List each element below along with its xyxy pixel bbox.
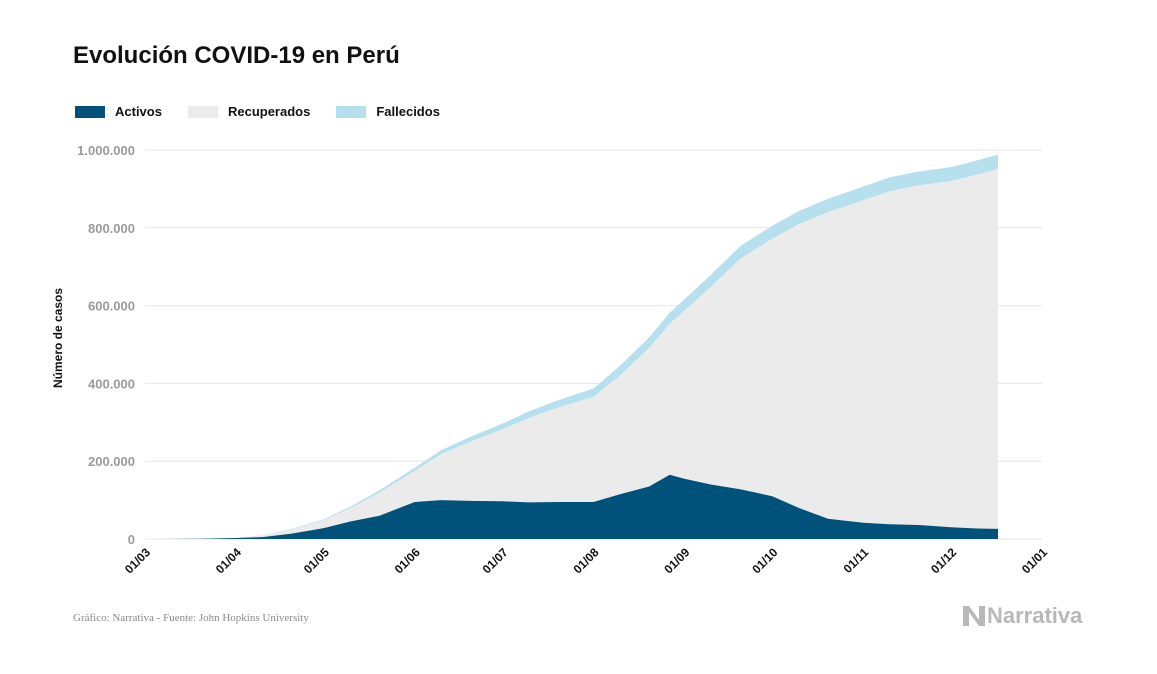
y-tick-label: 0	[128, 532, 135, 547]
legend-item-activos: Activos	[75, 104, 162, 119]
y-tick-label: 800.000	[88, 221, 135, 236]
x-tick-label: 01/08	[570, 545, 601, 576]
brand-logo: Narrativa	[963, 603, 1082, 629]
x-tick-label: 01/07	[480, 545, 511, 576]
y-axis-ticks: 0 200.000 400.000 600.000 800.000 1.000.000	[77, 143, 135, 547]
brand-name: Narrativa	[987, 603, 1083, 628]
x-tick-label: 01/10	[749, 545, 780, 576]
x-axis-ticks: 01/03 01/04 01/05 01/06 01/07 01/08 01/09 01/10…	[122, 545, 1050, 576]
x-tick-label: 01/09	[661, 545, 692, 576]
legend: Activos Recuperados Fallecidos	[75, 104, 466, 119]
y-tick-label: 600.000	[88, 299, 135, 314]
legend-label-recuperados: Recuperados	[227, 104, 311, 119]
legend-item-recuperados: Recuperados	[187, 104, 311, 119]
x-tick-label: 01/04	[213, 545, 244, 576]
legend-label-activos: Activos	[115, 104, 162, 119]
narrativa-logo-icon	[963, 606, 985, 626]
x-tick-label: 01/11	[841, 545, 872, 576]
source-note: Gráfico: Narrativa - Fuente: John Hopkin…	[73, 612, 309, 624]
legend-swatch-activos	[75, 105, 105, 118]
legend-label-fallecidos: Fallecidos	[376, 104, 440, 119]
legend-swatch-recuperados	[187, 105, 218, 118]
chart-title: Evolución COVID-19 en Perú	[73, 42, 400, 69]
area-activos	[159, 474, 998, 539]
x-tick-label: 01/03	[122, 545, 153, 576]
y-tick-label: 400.000	[88, 376, 135, 391]
x-tick-label: 01/06	[392, 545, 423, 576]
y-tick-label: 1.000.000	[77, 143, 135, 158]
y-tick-label: 200.000	[88, 454, 135, 469]
area-recuperados	[159, 169, 998, 539]
legend-swatch-fallecidos	[336, 105, 367, 118]
y-axis-label: Número de casos	[51, 288, 65, 388]
legend-item-fallecidos: Fallecidos	[336, 104, 440, 119]
x-tick-label: 01/01	[1019, 545, 1050, 576]
x-tick-label: 01/05	[301, 545, 332, 576]
x-tick-label: 01/12	[928, 545, 959, 576]
stacked-areas	[159, 154, 998, 539]
